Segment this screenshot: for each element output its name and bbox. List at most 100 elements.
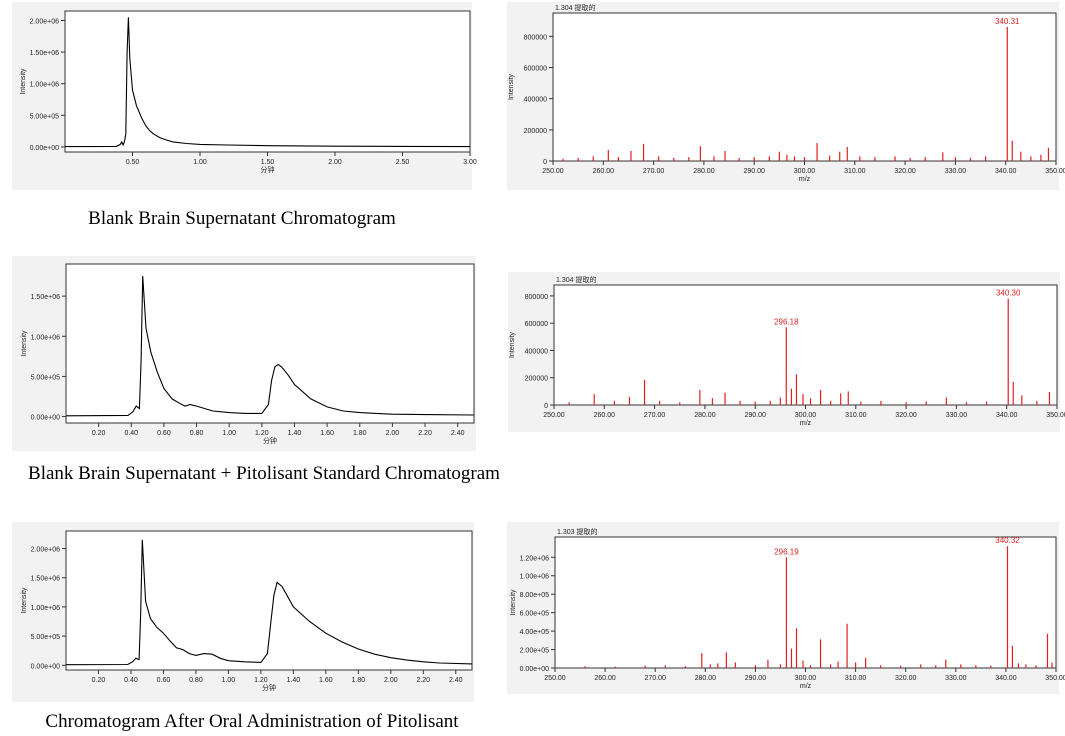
- chart-mass-spectrum-standard: 1.304 提取的 0 200000 400000 600000 800000 250.00…: [509, 275, 1065, 427]
- x-tick-label: 350.00: [1046, 412, 1065, 419]
- y-tick-label: 0.00e+00: [30, 145, 59, 152]
- chart-mass-spectrum-blank: 1.304 提取的 0 200000 400000 600000 800000 250.00…: [508, 3, 1065, 183]
- chart-panel-mass-spectrum-oral: 1.303 提取的 0.00e+00 2.00e+05 4.00e+05 6.00e+0…: [507, 522, 1065, 694]
- series-line: [65, 275, 475, 417]
- y-tick-label: 5.00e+05: [31, 634, 60, 641]
- x-tick-label: 0.80: [189, 677, 203, 684]
- peak-label: 340.31: [995, 17, 1020, 26]
- x-tick-label: 330.00: [945, 675, 967, 682]
- y-tick-label: 2.00e+06: [31, 547, 60, 554]
- y-tick-label: 6.00e+05: [520, 611, 549, 618]
- x-tick-label: 350.00: [1045, 168, 1065, 175]
- chart-panel-mass-spectrum-standard: 1.304 提取的 0 200000 400000 600000 800000 250.00…: [508, 272, 1065, 432]
- spectrum-header: 1.303 提取的: [557, 527, 597, 536]
- x-tick-label: 1.40: [288, 430, 302, 437]
- y-tick-label: 200000: [525, 376, 548, 383]
- x-tick-label: 340.00: [995, 675, 1017, 682]
- x-axis-label: 分钟: [262, 683, 276, 692]
- y-axis-label: Intensity: [21, 330, 28, 357]
- y-tick-label: 0: [544, 403, 548, 410]
- x-tick-label: 2.40: [451, 430, 465, 437]
- x-tick-label: 310.00: [845, 412, 867, 419]
- spectrum-header: 1.304 提取的: [555, 3, 595, 12]
- x-tick-label: 3.00: [463, 159, 477, 166]
- chart-panel-chromatogram-blank: 0.00e+00 5.00e+05 1.00e+06 1.50e+06 2.00e+06…: [12, 2, 477, 190]
- chart-chromatogram-standard: 0.00e+00 5.00e+05 1.00e+06 1.50e+06 0.20 0.40…: [21, 263, 475, 445]
- y-tick-label: 1.00e+06: [520, 574, 549, 581]
- peak-label: 296.18: [774, 317, 799, 326]
- x-tick-label: 330.00: [946, 412, 968, 419]
- x-tick-label: 260.00: [594, 675, 616, 682]
- y-tick-label: 8.00e+05: [520, 592, 549, 599]
- caption-chromatogram-oral: Chromatogram After Oral Administration o…: [45, 711, 459, 732]
- x-tick-label: 290.00: [745, 675, 767, 682]
- x-axis-label: m/z: [800, 420, 812, 427]
- y-axis-label: Intensity: [509, 331, 516, 358]
- x-tick-label: 270.00: [644, 675, 666, 682]
- peak-label: 340.30: [996, 289, 1021, 298]
- y-tick-label: 1.00e+06: [30, 82, 59, 89]
- y-tick-label: 1.50e+06: [31, 576, 60, 583]
- x-tick-label: 350.00: [1045, 675, 1065, 682]
- chart-panel-chromatogram-standard: 0.00e+00 5.00e+05 1.00e+06 1.50e+06 0.20 0.40…: [12, 256, 476, 451]
- x-tick-label: 320.00: [895, 412, 917, 419]
- x-tick-label: 1.20: [255, 430, 269, 437]
- y-tick-label: 600000: [524, 66, 547, 73]
- y-tick-label: 0.00e+00: [31, 663, 60, 670]
- plot-area: [553, 284, 1058, 406]
- y-axis-label: Intensity: [21, 587, 28, 614]
- x-tick-label: 0.60: [157, 677, 171, 684]
- x-tick-label: 1.80: [352, 677, 366, 684]
- x-tick-label: 2.20: [416, 677, 430, 684]
- x-tick-label: 0.40: [124, 430, 138, 437]
- x-tick-label: 320.00: [895, 675, 917, 682]
- x-tick-label: 280.00: [694, 412, 716, 419]
- chart-panel-chromatogram-oral: 0.00e+00 5.00e+05 1.00e+06 1.50e+06 2.00e+06…: [12, 522, 474, 702]
- x-tick-label: 1.50: [261, 159, 275, 166]
- plot-area: [64, 10, 471, 153]
- x-tick-label: 310.00: [844, 168, 866, 175]
- plot-area: [554, 536, 1057, 669]
- x-tick-label: 2.00: [386, 430, 400, 437]
- y-axis-label: Intensity: [20, 68, 27, 95]
- y-tick-label: 0: [543, 159, 547, 166]
- series-line: [65, 539, 473, 666]
- y-axis-label: Intensity: [508, 73, 515, 100]
- x-tick-label: 280.00: [695, 675, 717, 682]
- x-tick-label: 2.00: [384, 677, 398, 684]
- x-tick-label: 280.00: [693, 168, 715, 175]
- y-axis-label: Intensity: [510, 589, 517, 616]
- x-tick-label: 0.20: [92, 677, 106, 684]
- x-tick-label: 250.00: [544, 675, 566, 682]
- y-tick-label: 0.00e+00: [520, 666, 549, 673]
- y-tick-label: 200000: [524, 128, 547, 135]
- chart-chromatogram-blank: 0.00e+00 5.00e+05 1.00e+06 1.50e+06 2.00e+06…: [20, 10, 477, 174]
- x-tick-label: 2.00: [328, 159, 342, 166]
- x-tick-label: 340.00: [996, 412, 1018, 419]
- plot-area: [552, 12, 1057, 162]
- y-tick-label: 600000: [525, 321, 548, 328]
- plot-area: [65, 530, 473, 671]
- chart-chromatogram-oral: 0.00e+00 5.00e+05 1.00e+06 1.50e+06 2.00e+06…: [21, 530, 473, 692]
- x-tick-label: 0.40: [124, 677, 138, 684]
- peak-label: 296.19: [774, 547, 799, 556]
- x-axis-label: 分钟: [261, 165, 275, 174]
- x-axis-label: 分钟: [263, 436, 277, 445]
- x-tick-label: 1.00: [193, 159, 207, 166]
- x-tick-label: 270.00: [643, 168, 665, 175]
- y-tick-label: 5.00e+05: [30, 113, 59, 120]
- x-tick-label: 0.20: [92, 430, 106, 437]
- x-tick-label: 1.00: [222, 430, 236, 437]
- x-tick-label: 2.50: [396, 159, 410, 166]
- x-tick-label: 300.00: [795, 412, 817, 419]
- x-tick-label: 340.00: [995, 168, 1017, 175]
- x-tick-label: 300.00: [795, 675, 817, 682]
- y-tick-label: 400000: [525, 348, 548, 355]
- x-tick-label: 1.60: [320, 430, 334, 437]
- y-tick-label: 1.20e+06: [520, 555, 549, 562]
- x-tick-label: 330.00: [945, 168, 967, 175]
- y-tick-label: 1.00e+06: [31, 605, 60, 612]
- x-tick-label: 2.40: [449, 677, 463, 684]
- x-tick-label: 270.00: [644, 412, 666, 419]
- x-tick-label: 250.00: [542, 168, 564, 175]
